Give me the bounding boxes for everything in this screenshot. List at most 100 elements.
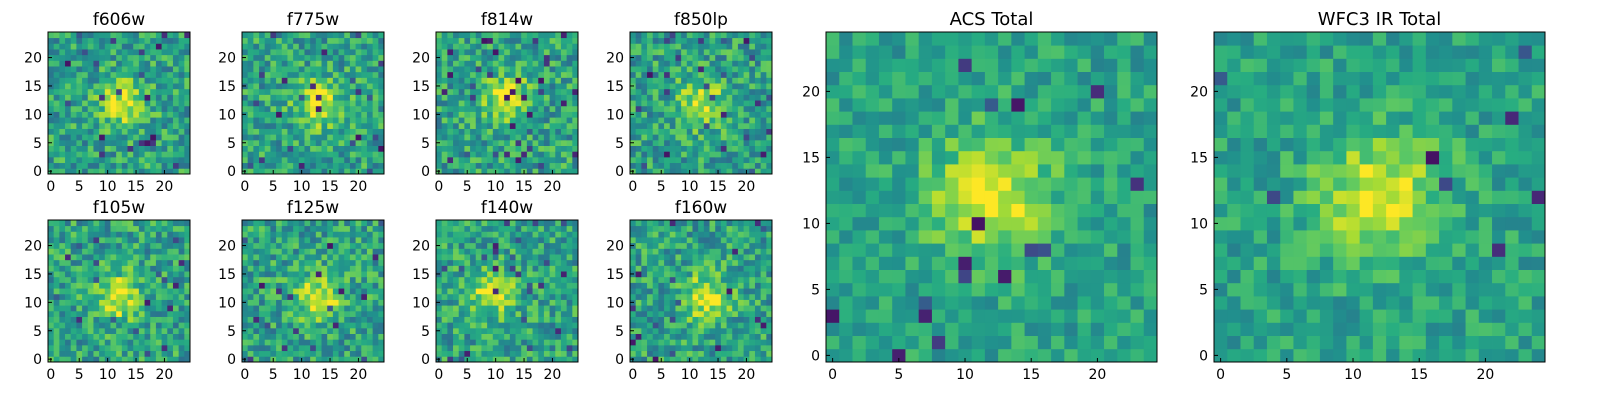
heatmap-cell <box>349 139 356 146</box>
heatmap-cell <box>76 231 83 238</box>
heatmap-cell <box>378 339 385 346</box>
heatmap-cell <box>766 156 773 164</box>
heatmap-cell <box>366 162 374 169</box>
heatmap-cell <box>184 139 191 146</box>
heatmap-cell <box>378 105 385 112</box>
heatmap-cell <box>749 293 756 300</box>
heatmap-cell <box>59 288 66 295</box>
heatmap-cell <box>264 322 271 329</box>
heatmap-cell <box>178 49 185 56</box>
heatmap-cell <box>332 168 339 175</box>
heatmap-cell <box>630 316 637 323</box>
heatmap-cell <box>127 356 134 363</box>
heatmap-cell <box>635 288 642 295</box>
heatmap-cell <box>641 156 648 164</box>
heatmap-cell <box>87 134 94 141</box>
heatmap-cell <box>715 43 722 50</box>
heatmap-cell <box>110 139 117 146</box>
heatmap-cell <box>133 32 140 39</box>
heatmap-cell <box>436 293 443 300</box>
heatmap-cell <box>116 220 123 227</box>
heatmap-cell <box>361 111 368 118</box>
heatmap-cell <box>378 316 385 323</box>
heatmap-cell <box>436 339 443 346</box>
heatmap-cell <box>59 60 66 67</box>
heatmap-cell <box>178 60 185 67</box>
heatmap-cell <box>133 231 140 238</box>
heatmap-cell <box>53 220 60 227</box>
heatmap-cell <box>453 265 460 272</box>
heatmap-cell <box>470 322 477 329</box>
heatmap-cell <box>555 254 562 261</box>
heatmap-cell <box>253 242 260 249</box>
heatmap-cell <box>104 49 111 56</box>
heatmap-cell <box>253 88 260 95</box>
heatmap-cell <box>242 117 249 124</box>
heatmap-cell <box>155 66 162 73</box>
heatmap-cell <box>720 316 727 323</box>
heatmap-cell <box>441 88 448 95</box>
heatmap-cell <box>138 276 145 283</box>
heatmap-cell <box>242 162 249 169</box>
heatmap-cell <box>116 94 123 101</box>
heatmap-cell <box>121 168 128 175</box>
heatmap-cell <box>760 282 767 289</box>
heatmap-cell <box>121 105 128 112</box>
heatmap-cell <box>150 88 157 95</box>
heatmap-cell <box>492 271 499 278</box>
heatmap-cell <box>498 254 505 261</box>
heatmap-cell <box>549 350 556 357</box>
heatmap-cell <box>698 32 705 39</box>
heatmap-cell <box>481 60 488 67</box>
heatmap-cell <box>270 242 277 249</box>
heatmap-cell <box>487 77 494 84</box>
heatmap-cell <box>304 293 311 300</box>
heatmap-cell <box>327 94 334 101</box>
heatmap-cell <box>127 54 134 61</box>
heatmap-cell <box>726 88 733 95</box>
heatmap-cell <box>172 128 180 135</box>
heatmap-cell <box>635 156 642 164</box>
heatmap-cell <box>99 128 106 135</box>
heatmap-cell <box>247 54 254 61</box>
heatmap-cell <box>253 83 260 90</box>
heatmap-cell <box>464 327 471 334</box>
heatmap-cell <box>155 242 162 249</box>
heatmap-cell <box>749 122 756 129</box>
heatmap-cell <box>349 32 356 39</box>
heatmap-cell <box>293 344 300 352</box>
heatmap-cell <box>698 316 705 323</box>
heatmap-cell <box>87 162 94 169</box>
heatmap-cell <box>65 282 72 289</box>
heatmap-cell <box>338 156 345 164</box>
heatmap-cell <box>669 43 676 50</box>
heatmap-cell <box>555 43 562 50</box>
heatmap-cell <box>481 225 488 232</box>
heatmap-cell <box>532 350 539 357</box>
heatmap-cell <box>492 100 499 107</box>
heatmap-cell <box>509 293 516 300</box>
heatmap-cell <box>492 111 499 118</box>
heatmap-cell <box>53 254 60 261</box>
heatmap-cell <box>436 316 443 323</box>
heatmap-cell <box>332 43 339 50</box>
heatmap-cell <box>464 111 471 118</box>
heatmap-cell <box>332 60 339 67</box>
heatmap-cell <box>298 111 305 118</box>
heatmap-cell <box>293 128 300 135</box>
heatmap-cell <box>686 32 693 39</box>
heatmap-cell <box>669 77 676 84</box>
heatmap-cell <box>287 310 294 317</box>
heatmap-cell <box>447 276 454 283</box>
heatmap-cell <box>178 128 185 135</box>
heatmap-cell <box>515 305 522 312</box>
heatmap-cell <box>253 288 260 295</box>
heatmap-cell <box>692 259 699 266</box>
heatmap-cell <box>366 122 374 129</box>
heatmap-cell <box>378 276 385 283</box>
heatmap-cell <box>492 242 499 249</box>
heatmap-cell <box>453 77 460 84</box>
heatmap-cell <box>372 288 379 295</box>
heatmap-cell <box>332 356 339 363</box>
heatmap-cell <box>652 265 659 272</box>
